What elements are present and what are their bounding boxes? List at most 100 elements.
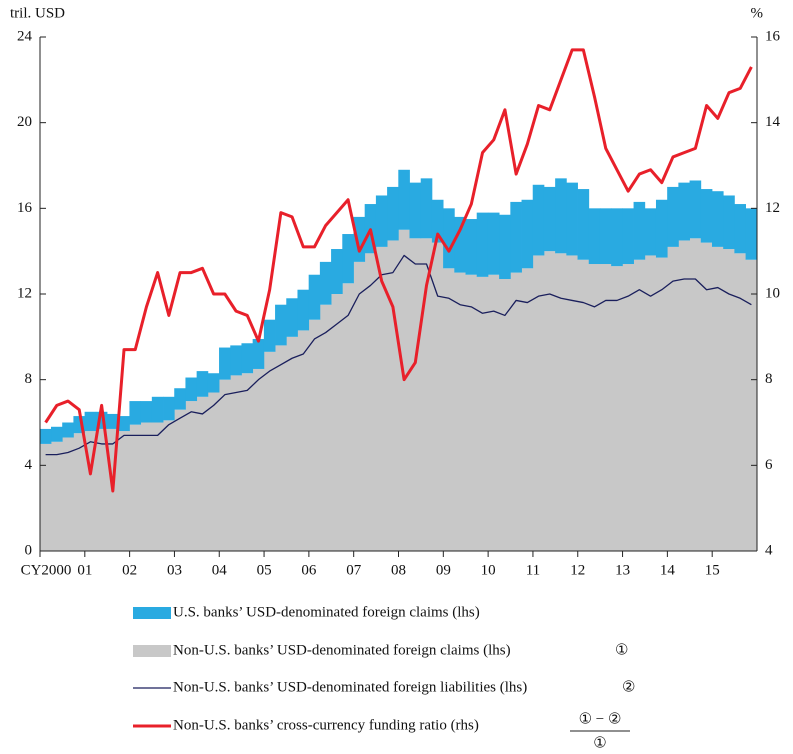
area-step [286,298,298,337]
area-step [387,240,399,552]
area-step [219,347,231,380]
x-tick-label: 11 [526,562,540,578]
area-step [308,274,321,320]
ratio-numerator: ① − ② [579,711,622,727]
ratio-denominator: ① [593,735,606,751]
x-tick-label: 05 [257,562,272,578]
area-step [543,251,556,551]
area-step [95,428,108,551]
area-step [588,208,601,265]
area-step [331,294,343,551]
area-step [599,264,612,551]
area-step [431,199,444,243]
x-tick-label: 03 [167,562,182,578]
area-step [599,208,612,265]
y2-tick-label: 12 [765,200,780,216]
area-step [230,345,242,376]
area-step [319,304,332,551]
area-step [398,229,410,551]
area-step [51,441,63,551]
area-step [387,186,399,241]
legend: U.S. banks’ USD-denominated foreign clai… [133,604,527,733]
area-step [353,216,366,262]
area-step [73,416,86,434]
y2-tick-label: 16 [765,28,781,44]
area-step [398,169,410,230]
area-step [308,319,321,551]
area-step [700,189,713,243]
area-step [655,257,668,551]
area-step [174,409,186,551]
x-tick-label: 15 [705,562,720,578]
area-step [196,371,209,397]
x-tick-label: 07 [346,562,362,578]
legend-label: U.S. banks’ USD-denominated foreign clai… [173,604,480,620]
area-step [667,186,679,247]
area-step [745,259,758,551]
area-step [577,259,590,551]
area-step [667,246,679,551]
area-step [140,422,153,551]
area-step [375,195,388,247]
area-step [723,195,735,250]
area-step [174,388,186,410]
area-step [487,274,500,551]
x-tick-label: 10 [481,562,496,578]
legend-label: Non-U.S. banks’ USD-denominated foreign … [173,642,511,658]
area-step [476,212,489,277]
area-step [734,204,746,254]
liabilities-line [45,254,752,456]
area-step [678,182,690,241]
area-step [286,336,298,551]
area-step [689,180,702,239]
area-step [443,268,455,551]
plot-area [39,48,758,552]
area-step [297,330,310,551]
area-step [566,255,578,551]
y-axis-label: tril. USD [10,5,65,21]
area-step [443,208,455,269]
y-tick-label: 24 [17,28,33,44]
area-step [521,199,534,269]
y2-tick-label: 10 [765,285,780,301]
liabilities-mark: ② [622,679,635,695]
y2-tick-label: 8 [765,371,773,387]
claims-mark: ① [615,642,628,658]
x-tick-label: 14 [660,562,676,578]
area-step [331,249,343,294]
area-step [566,182,578,256]
area-step [62,422,74,438]
area-step [95,411,108,429]
area-step [510,201,522,273]
area-step [342,234,354,284]
area-step [51,426,63,442]
area-step [84,411,97,432]
y-tick-label: 12 [17,285,32,301]
area-step [431,242,444,551]
y2-tick-label: 14 [765,114,781,130]
area-step [207,373,220,393]
area-step [219,379,231,551]
area-step [476,276,489,551]
area-step [375,246,388,551]
legend-label: Non-U.S. banks’ cross-currency funding r… [173,717,479,733]
area-step [185,377,198,402]
area-step [252,338,265,369]
area-step [487,212,500,275]
area-step [39,443,52,551]
area-step [129,401,142,425]
area-step [163,420,175,551]
area-step [611,266,623,551]
x-tick-label: 09 [436,562,451,578]
y-tick-label: 4 [25,457,33,473]
legend-label: Non-U.S. banks’ USD-denominated foreign … [173,679,527,695]
area-step [689,238,702,552]
x-tick-label: 06 [301,562,317,578]
area-step [622,208,634,265]
area-step [499,214,511,280]
area-step [734,253,746,551]
area-step [151,422,164,551]
y-tick-label: 20 [17,114,32,130]
y-tick-label: 0 [25,542,33,558]
